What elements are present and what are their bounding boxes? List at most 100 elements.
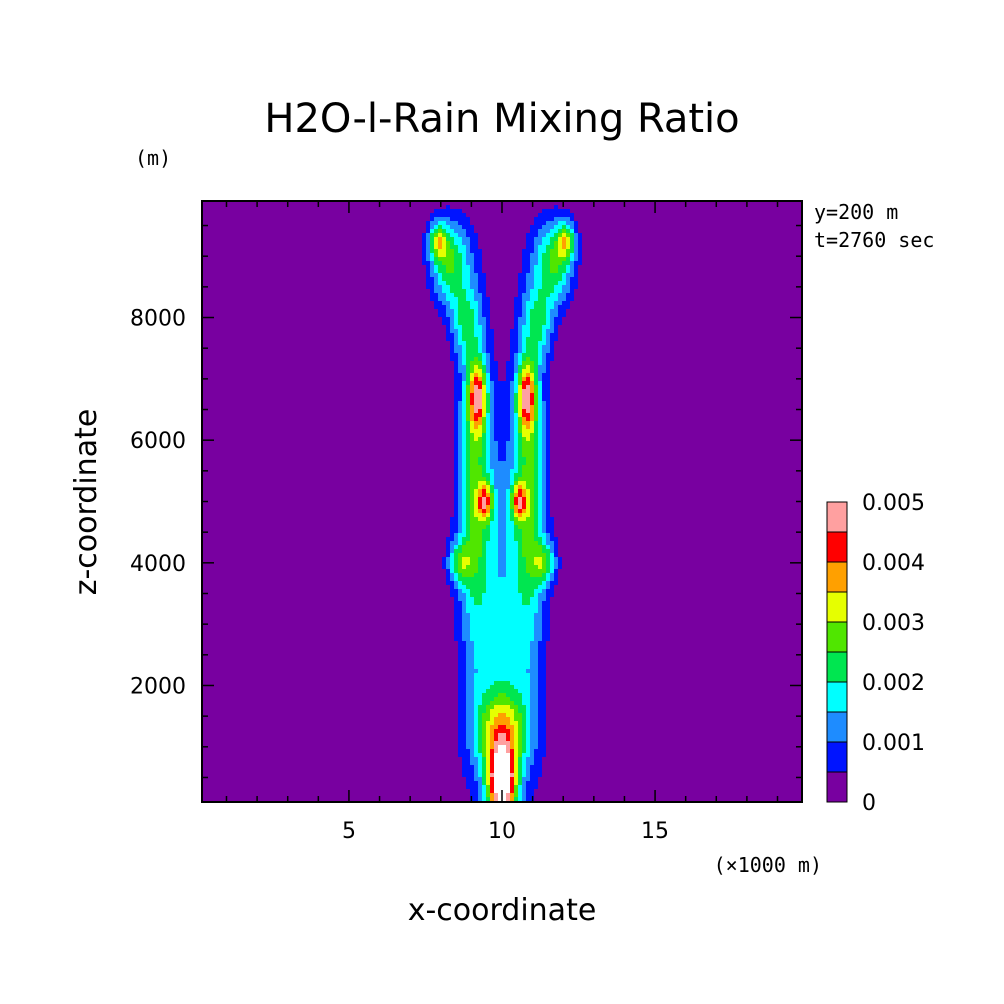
heat-cell (514, 489, 519, 494)
heat-cell (510, 697, 523, 702)
heat-cell (514, 301, 523, 306)
heat-cell (202, 281, 427, 286)
heat-cell (454, 481, 459, 486)
heat-cell (538, 709, 547, 714)
heat-cell (558, 237, 563, 242)
heat-cell (534, 461, 539, 466)
heat-cell (202, 653, 459, 658)
heat-cell (526, 501, 531, 506)
heat-cell (494, 793, 499, 798)
heat-cell (470, 217, 535, 222)
heat-cell (506, 517, 511, 522)
heat-cell (526, 725, 531, 730)
heat-cell (450, 561, 455, 566)
heat-cell (438, 241, 443, 246)
heat-cell (518, 357, 523, 362)
heat-cell (458, 493, 463, 498)
heat-cell (558, 241, 563, 246)
heat-cell (550, 417, 803, 422)
heat-cell (458, 693, 467, 698)
heat-cell (202, 661, 459, 666)
heat-cell (566, 245, 571, 250)
heat-cell (510, 389, 515, 394)
heat-cell (482, 513, 487, 518)
heat-cell (486, 501, 491, 506)
heat-cell (518, 345, 523, 350)
heat-cell (498, 545, 507, 550)
heat-cell (490, 713, 499, 718)
heat-cell (486, 469, 495, 474)
heat-cell (526, 717, 531, 722)
colorbar-label: 0 (862, 791, 876, 816)
heat-cell (530, 653, 539, 658)
heat-cell (514, 477, 519, 482)
heat-cell (474, 489, 479, 494)
heat-cell (498, 501, 507, 506)
heat-cell (486, 353, 491, 358)
heat-cell (490, 305, 515, 310)
heat-cell (202, 593, 451, 598)
heat-cell (482, 501, 487, 506)
heat-cell (462, 337, 479, 342)
heat-cell (570, 245, 575, 250)
heat-cell (578, 249, 583, 254)
heat-cell (514, 533, 523, 538)
heat-cell (450, 317, 455, 322)
heat-cell (514, 373, 519, 378)
heat-cell (550, 533, 555, 538)
heat-cell (486, 325, 491, 330)
heat-cell (530, 765, 543, 770)
heat-cell (550, 425, 803, 430)
heat-cell (498, 509, 507, 514)
heat-cell (458, 245, 467, 250)
heat-cell (558, 233, 563, 238)
heat-cell (546, 505, 551, 510)
heat-cell (538, 421, 543, 426)
heat-cell (554, 589, 803, 594)
heat-cell (202, 297, 431, 302)
heat-cell (522, 701, 531, 706)
heat-cell (466, 681, 475, 686)
heat-cell (458, 429, 463, 434)
heat-cell (530, 257, 539, 262)
heat-cell (518, 437, 523, 442)
colorbar-label: 0.005 (862, 491, 925, 516)
heat-cell (202, 365, 455, 370)
heat-cell (526, 561, 535, 566)
heat-cell (550, 617, 803, 622)
heat-cell (570, 289, 575, 294)
heat-cell (438, 277, 443, 282)
heat-cell (450, 573, 455, 578)
heat-cell (486, 789, 491, 794)
heat-cell (474, 365, 479, 370)
heat-cell (534, 265, 543, 270)
heat-cell (474, 733, 479, 738)
heat-cell (546, 533, 551, 538)
heat-cell (506, 553, 519, 558)
heat-cell (482, 353, 487, 358)
heat-cell (518, 413, 523, 418)
heat-cell (462, 401, 467, 406)
heat-cell (490, 765, 495, 770)
heat-cell (458, 485, 463, 490)
heat-cell (474, 417, 479, 422)
heat-cell (538, 593, 547, 598)
heat-cell (490, 517, 495, 522)
heat-cell (538, 673, 547, 678)
heat-cell (490, 529, 499, 534)
colorbar-swatch (826, 771, 848, 803)
heat-cell (490, 513, 495, 518)
heat-cell (498, 377, 507, 382)
heat-cell (530, 493, 535, 498)
heat-cell (514, 449, 519, 454)
heat-cell (490, 321, 515, 326)
heat-cell (438, 245, 443, 250)
heat-cell (202, 629, 455, 634)
heat-cell (506, 533, 515, 538)
heat-cell (534, 505, 539, 510)
heat-cell (490, 357, 495, 362)
heat-cell (530, 329, 543, 334)
heat-cell (202, 409, 455, 414)
heat-cell (562, 233, 567, 238)
heat-cell (538, 469, 543, 474)
